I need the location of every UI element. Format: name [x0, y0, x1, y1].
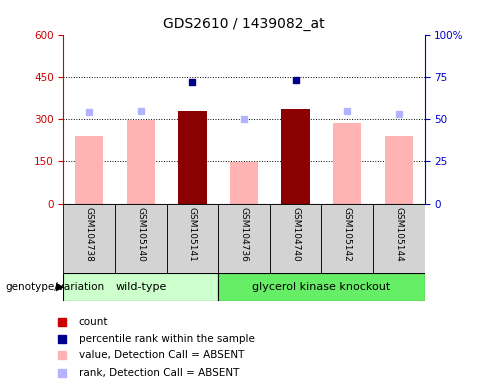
Bar: [63, 204, 115, 273]
Bar: [75, 136, 103, 204]
Bar: [166, 204, 218, 273]
Text: glycerol kinase knockout: glycerol kinase knockout: [252, 282, 390, 292]
Bar: [333, 123, 362, 204]
Title: GDS2610 / 1439082_at: GDS2610 / 1439082_at: [163, 17, 325, 31]
Bar: [178, 111, 206, 204]
Text: count: count: [79, 317, 108, 327]
Text: wild-type: wild-type: [115, 282, 166, 292]
Bar: [127, 121, 155, 204]
Bar: [373, 204, 425, 273]
Text: GSM105141: GSM105141: [188, 207, 197, 262]
Bar: [218, 273, 425, 301]
Text: GSM104738: GSM104738: [85, 207, 94, 262]
Text: GSM104740: GSM104740: [291, 207, 300, 262]
Text: GSM104736: GSM104736: [240, 207, 248, 262]
Text: value, Detection Call = ABSENT: value, Detection Call = ABSENT: [79, 350, 244, 360]
Bar: [270, 204, 322, 273]
Bar: [63, 273, 218, 301]
Text: ▶: ▶: [56, 282, 64, 292]
Text: percentile rank within the sample: percentile rank within the sample: [79, 334, 255, 344]
Bar: [218, 204, 270, 273]
Text: rank, Detection Call = ABSENT: rank, Detection Call = ABSENT: [79, 368, 239, 378]
Bar: [322, 204, 373, 273]
Bar: [282, 109, 310, 204]
Bar: [115, 204, 166, 273]
Bar: [230, 162, 258, 204]
Text: genotype/variation: genotype/variation: [5, 282, 104, 292]
Text: GSM105144: GSM105144: [394, 207, 403, 262]
Text: GSM105140: GSM105140: [136, 207, 145, 262]
Text: GSM105142: GSM105142: [343, 207, 352, 262]
Bar: [385, 136, 413, 204]
